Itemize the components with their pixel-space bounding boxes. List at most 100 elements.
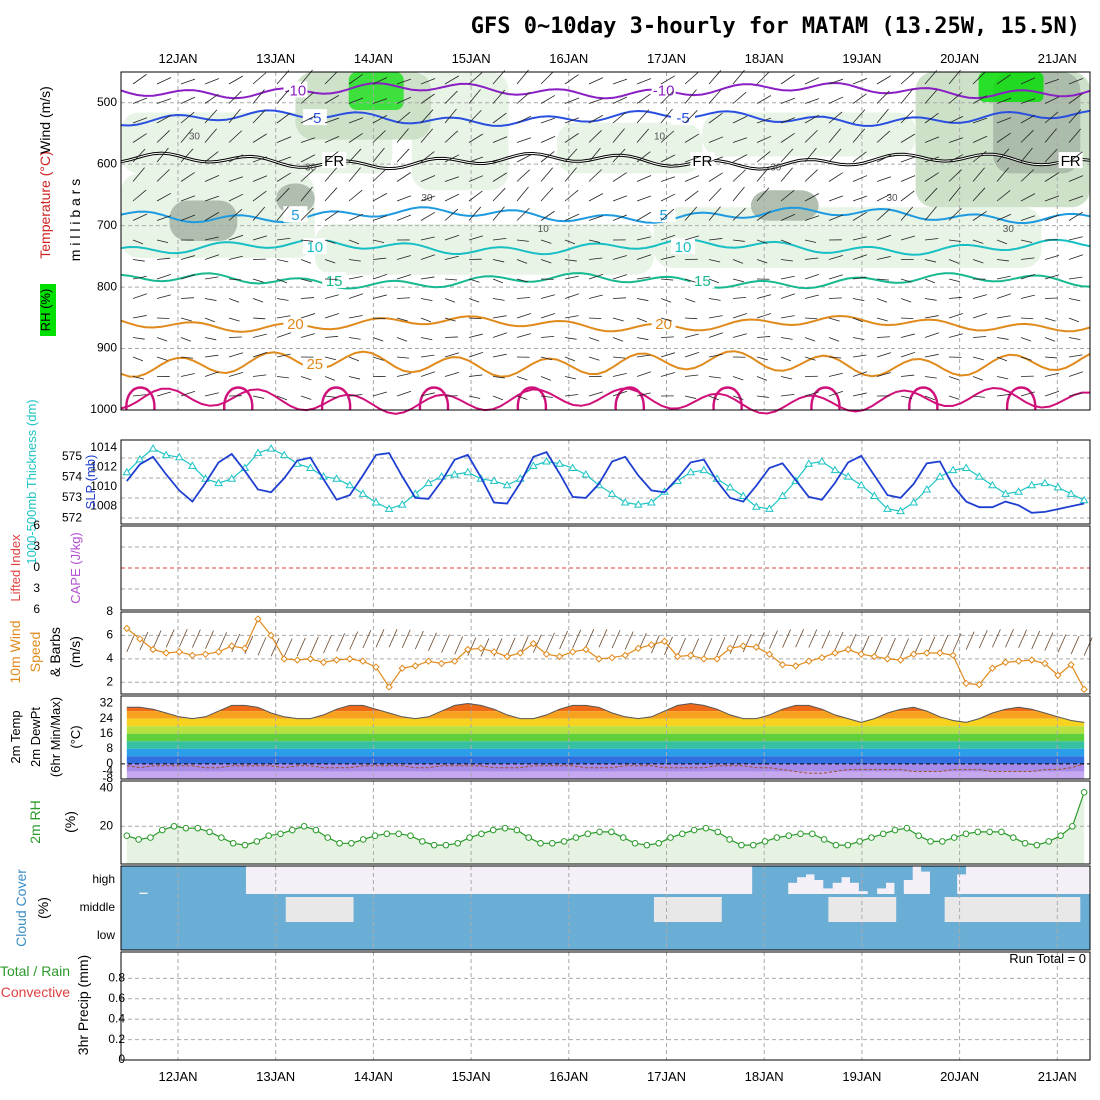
cloud-high-bar [218, 866, 229, 894]
wind-barb [612, 255, 627, 260]
rh-point [135, 836, 142, 843]
wind-speed-point [778, 661, 787, 669]
date-label: 19JAN [842, 1069, 881, 1084]
wind-barb [492, 70, 506, 85]
wind-speed-point [687, 651, 695, 660]
rh-point [868, 834, 875, 841]
wind-barb [780, 117, 796, 124]
surface-wind-barb [178, 628, 188, 648]
cloud-middle-gap [944, 897, 1013, 922]
cloud-high-bar [921, 866, 931, 872]
wind-barb [444, 317, 456, 322]
wind-barb [852, 236, 867, 241]
wind-barb [924, 172, 939, 182]
wind-barb [756, 294, 771, 299]
date-label: 14JAN [354, 1069, 393, 1084]
isotherm-label-bg [322, 152, 347, 169]
thickness-point [1040, 478, 1050, 487]
rh-point [844, 841, 852, 849]
wind-barb [876, 298, 888, 303]
wind-barb [1044, 111, 1059, 124]
wind-barb [276, 332, 292, 338]
wind-barb [300, 278, 312, 283]
surface-wind-barb [428, 632, 437, 651]
wind-barb [948, 376, 960, 381]
wind-barb [228, 154, 244, 163]
wind-barb [588, 147, 601, 163]
rh-high-area [348, 72, 404, 110]
rh-point [797, 830, 804, 838]
surface-wind-barb [716, 637, 726, 656]
wind-barb [828, 297, 842, 299]
temp-band [126, 756, 1085, 764]
wind-barb [468, 72, 483, 85]
wind-barb [900, 206, 914, 221]
wind-barb [684, 110, 698, 124]
wind-barb [540, 136, 556, 143]
thickness-point [489, 476, 499, 484]
wind-barb [996, 213, 1012, 221]
wind-barb [324, 294, 339, 299]
wind-barb [396, 78, 412, 85]
wind-barb [180, 317, 192, 322]
wind-barb [804, 169, 818, 182]
wind-barb [948, 115, 964, 124]
wind-barb [516, 333, 531, 338]
thickness-tick: 572 [62, 511, 82, 525]
wind-barb [540, 259, 552, 264]
wind-barb [756, 151, 771, 163]
wind-barb [852, 392, 867, 397]
wind-speed-point [844, 645, 852, 654]
isotherm-30-loop [125, 386, 156, 411]
wind-speed-point [582, 645, 590, 654]
wind-barb [420, 254, 436, 260]
wind-barb [372, 130, 386, 143]
wind-speed-point [883, 655, 892, 663]
wind-barb [852, 211, 868, 221]
wind-speed-point [267, 631, 275, 640]
wind-barb [540, 151, 555, 163]
wind-barb [564, 97, 580, 104]
surface-wind-barb [270, 638, 280, 657]
wind-barb [588, 391, 603, 397]
thickness-point [647, 497, 656, 506]
thickness-point [397, 500, 407, 508]
temp-line [126, 702, 1085, 723]
wind-speed-point [385, 683, 393, 691]
wind-barb [132, 97, 148, 104]
wind-barb [1020, 169, 1034, 182]
wind-barb [516, 186, 529, 202]
wind-barb [612, 195, 628, 202]
wind-barb [972, 239, 984, 244]
wind-barb [996, 293, 1012, 299]
wind-barb [588, 356, 600, 361]
wind-barb [324, 376, 336, 381]
wind-barb [444, 298, 456, 303]
rh-point [986, 828, 993, 836]
thickness-point [948, 465, 958, 474]
thickness-point [725, 482, 735, 491]
wind-barb [804, 337, 816, 342]
surface-wind-barb [873, 637, 883, 656]
wind-barb [420, 392, 435, 397]
wind-barb [396, 148, 410, 163]
rh-point [1033, 841, 1041, 849]
rh-point [1069, 822, 1076, 830]
wind-barb [276, 136, 292, 143]
wind-barb [732, 259, 744, 264]
surface-wind-barb [598, 629, 608, 648]
cloud-high-bar [832, 866, 842, 883]
wind-barb [132, 74, 147, 85]
wind-barb [636, 78, 652, 85]
surface-wind-barb [441, 634, 450, 653]
wind-barb [684, 89, 697, 104]
wind-barb [1020, 77, 1036, 85]
wind-barb [1044, 78, 1060, 85]
date-label: 15JAN [452, 51, 491, 66]
wind-barb [204, 212, 220, 221]
cloud-high-bar [903, 866, 913, 880]
wind-barb [228, 90, 242, 104]
cloud-high-bar [867, 866, 878, 894]
surface-wind-barb [1005, 629, 1014, 648]
wind-barb [900, 374, 915, 377]
